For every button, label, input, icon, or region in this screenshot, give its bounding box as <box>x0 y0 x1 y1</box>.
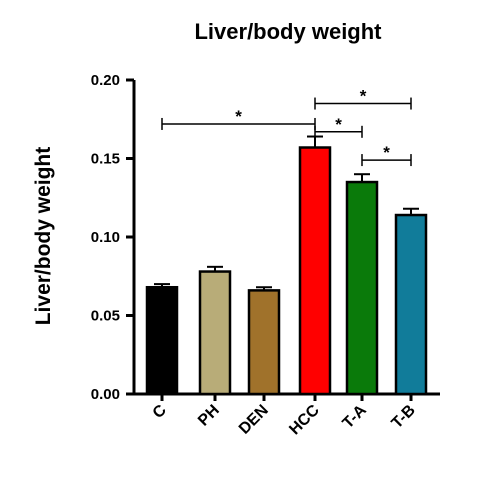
bar-t-b <box>394 213 428 396</box>
bar-hcc <box>298 146 332 396</box>
y-tick-label: 0.00 <box>91 386 120 403</box>
x-tick-label: T-A <box>340 401 371 432</box>
bar-t-a <box>345 180 379 396</box>
y-tick-label: 0.20 <box>91 72 120 89</box>
axes: 0.00 0.05 0.10 0.15 0.20 <box>91 72 440 403</box>
y-tick-label: 0.15 <box>91 151 120 168</box>
significance-label: * <box>335 115 342 134</box>
bar-c <box>145 285 179 396</box>
y-axis-label: Liver/body weight <box>32 147 55 326</box>
significance-group: * * * * <box>161 87 412 167</box>
y-tick-label: 0.05 <box>91 308 120 325</box>
significance-label: * <box>235 107 242 126</box>
x-tick-label: HCC <box>286 401 323 438</box>
bars-group: C PH DEN HCC T-A T-B <box>145 135 428 438</box>
x-tick-label: C <box>150 401 171 422</box>
chart-title: Liver/body weight <box>194 19 382 44</box>
y-tick-label: 0.10 <box>91 229 120 246</box>
significance-label: * <box>383 143 390 162</box>
significance-label: * <box>360 87 367 106</box>
bar-ph <box>198 270 232 396</box>
bar-den <box>247 289 281 396</box>
x-tick-label: DEN <box>236 402 272 438</box>
x-tick-label: PH <box>195 402 223 430</box>
x-tick-label: T-B <box>389 402 419 432</box>
